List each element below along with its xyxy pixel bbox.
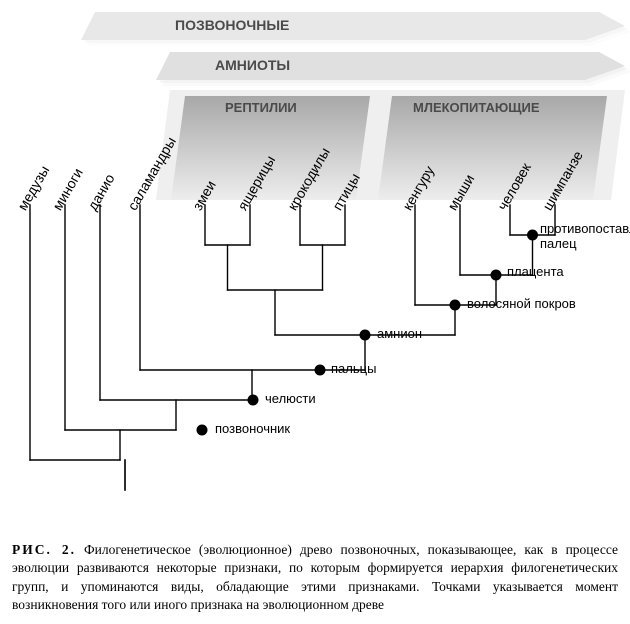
trait-jaws: челюсти [265, 391, 316, 406]
group-band-amniotes: АМНИОТЫ [215, 57, 290, 73]
trait-backbone: позвоночник [215, 421, 290, 436]
figure-caption-text: Филогенетическое (эволюционное) древо по… [12, 542, 618, 612]
trait-digits: пальцы [331, 361, 376, 376]
group-box-mammals: МЛЕКОПИТАЮЩИЕ [413, 100, 540, 115]
trait-thumb-line1: противопоставленный [540, 221, 630, 236]
figure-caption: РИС. 2. Филогенетическое (эволюционное) … [12, 541, 618, 614]
figure-label: РИС. 2. [12, 542, 76, 557]
trait-placenta: плацента [507, 264, 564, 279]
group-band-vertebrates: ПОЗВОНОЧНЫЕ [175, 17, 289, 33]
trait-amnion: амнион [377, 326, 422, 341]
trait-thumb-line2: палец [540, 236, 577, 251]
group-box-reptiles: РЕПТИЛИИ [225, 100, 297, 115]
phylogeny-svg [0, 0, 630, 624]
trait-fur: волосяной покров [467, 296, 576, 311]
